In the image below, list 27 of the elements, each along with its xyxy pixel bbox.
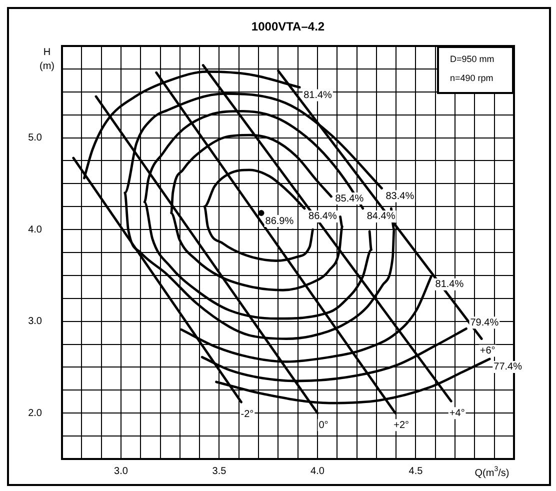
series-label: 85.4% — [335, 193, 364, 204]
series-label: 83.4% — [386, 191, 414, 202]
series-label: 79.4% — [470, 317, 499, 328]
series-label: 81.4% — [304, 90, 332, 102]
annotation: n=490 rpm — [449, 72, 494, 85]
x-tick-label: 4.5 — [408, 466, 424, 477]
series-label: +4° — [449, 408, 465, 419]
series-label: 86.9% — [265, 216, 294, 227]
annotation: D=950 mm — [449, 53, 496, 66]
x-tick-label: 3.5 — [212, 466, 227, 477]
note-box: D=950 mm n=490 rpm — [437, 46, 514, 94]
y-tick-label: 2.0 — [28, 408, 42, 419]
series-label: +6° — [480, 346, 496, 357]
x-tick-label: 4.0 — [310, 466, 325, 477]
series-label: -2° — [240, 408, 254, 420]
series-label: 0° — [318, 420, 328, 431]
series-label: 86.4% — [308, 211, 337, 222]
y-tick-label: 5.0 — [28, 132, 42, 144]
series-label: +2° — [394, 420, 410, 431]
chart-title: 1000VTA–4.2 — [251, 19, 325, 34]
y-tick-label: 3.0 — [28, 316, 42, 328]
y-axis-title: H (m) — [40, 46, 54, 72]
series-label: 81.4% — [435, 279, 464, 290]
x-tick-label: 3.0 — [114, 466, 128, 477]
y-tick-label: 4.0 — [28, 224, 42, 236]
series-label: 84.4% — [366, 211, 396, 222]
series-label: 77.4% — [494, 362, 522, 373]
